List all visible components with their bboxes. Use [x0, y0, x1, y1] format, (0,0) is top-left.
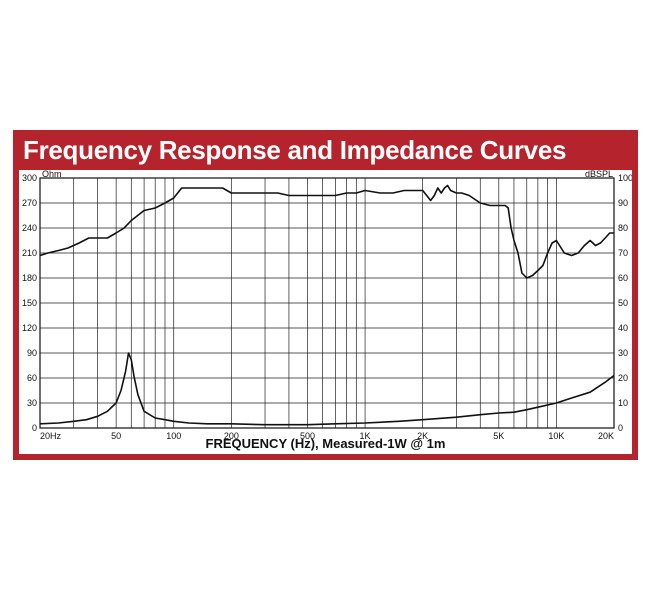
y-right-tick-label: 10 [618, 398, 628, 408]
y-right-unit: dBSPL [585, 170, 613, 179]
y-right-tick-label: 30 [618, 348, 628, 358]
x-tick-label: 5K [493, 431, 504, 441]
x-tick-label: 50 [111, 431, 121, 441]
y-right-tick-label: 80 [618, 223, 628, 233]
x-tick-label: 100 [166, 431, 181, 441]
y-left-tick-label: 120 [22, 323, 37, 333]
y-right-tick-label: 60 [618, 273, 628, 283]
y-right-tick-label: 70 [618, 248, 628, 258]
chart-frame: Frequency Response and Impedance Curves … [13, 130, 638, 460]
chart-title: Frequency Response and Impedance Curves [23, 135, 567, 165]
plot-panel: 0 30 60 90 120 150 180 210 240 270 300 0 10 20 30 40 50 6… [19, 170, 632, 454]
y-left-tick-label: 300 [22, 173, 37, 183]
y-left-tick-label: 90 [27, 348, 37, 358]
title-band: Frequency Response and Impedance Curves [13, 130, 638, 170]
x-axis-label: FREQUENCY (Hz), Measured-1W @ 1m [205, 436, 446, 451]
frequency-response-line [39, 184, 614, 279]
y-right-tick-label: 100 [618, 173, 632, 183]
y-left-tick-label: 270 [22, 198, 37, 208]
x-tick-label: 20Hz [40, 431, 62, 441]
x-tick-label: 20K [598, 431, 614, 441]
chart-svg: 0 30 60 90 120 150 180 210 240 270 300 0 10 20 30 40 50 6… [22, 170, 632, 441]
x-tick-label: 500 [300, 431, 315, 441]
y-left-tick-label: 60 [27, 373, 37, 383]
y-left-tick-label: 0 [32, 423, 37, 433]
impedance-line [39, 352, 615, 426]
y-left-tick-label: 210 [22, 248, 37, 258]
x-tick-label: 2K [417, 431, 428, 441]
x-tick-label: 1K [360, 431, 371, 441]
y-right-tick-label: 0 [618, 423, 623, 433]
y-right-tick-label: 50 [618, 298, 628, 308]
y-right-tick-label: 40 [618, 323, 628, 333]
y-left-tick-label: 240 [22, 223, 37, 233]
y-left-unit: Ohm [42, 170, 62, 179]
y-left-tick-label: 180 [22, 273, 37, 283]
x-tick-label: 10K [548, 431, 564, 441]
y-left-tick-label: 30 [27, 398, 37, 408]
plot-border [39, 177, 615, 429]
x-tick-label: 200 [224, 431, 239, 441]
y-right-tick-label: 20 [618, 373, 628, 383]
y-left-tick-label: 150 [22, 298, 37, 308]
y-right-tick-label: 90 [618, 198, 628, 208]
